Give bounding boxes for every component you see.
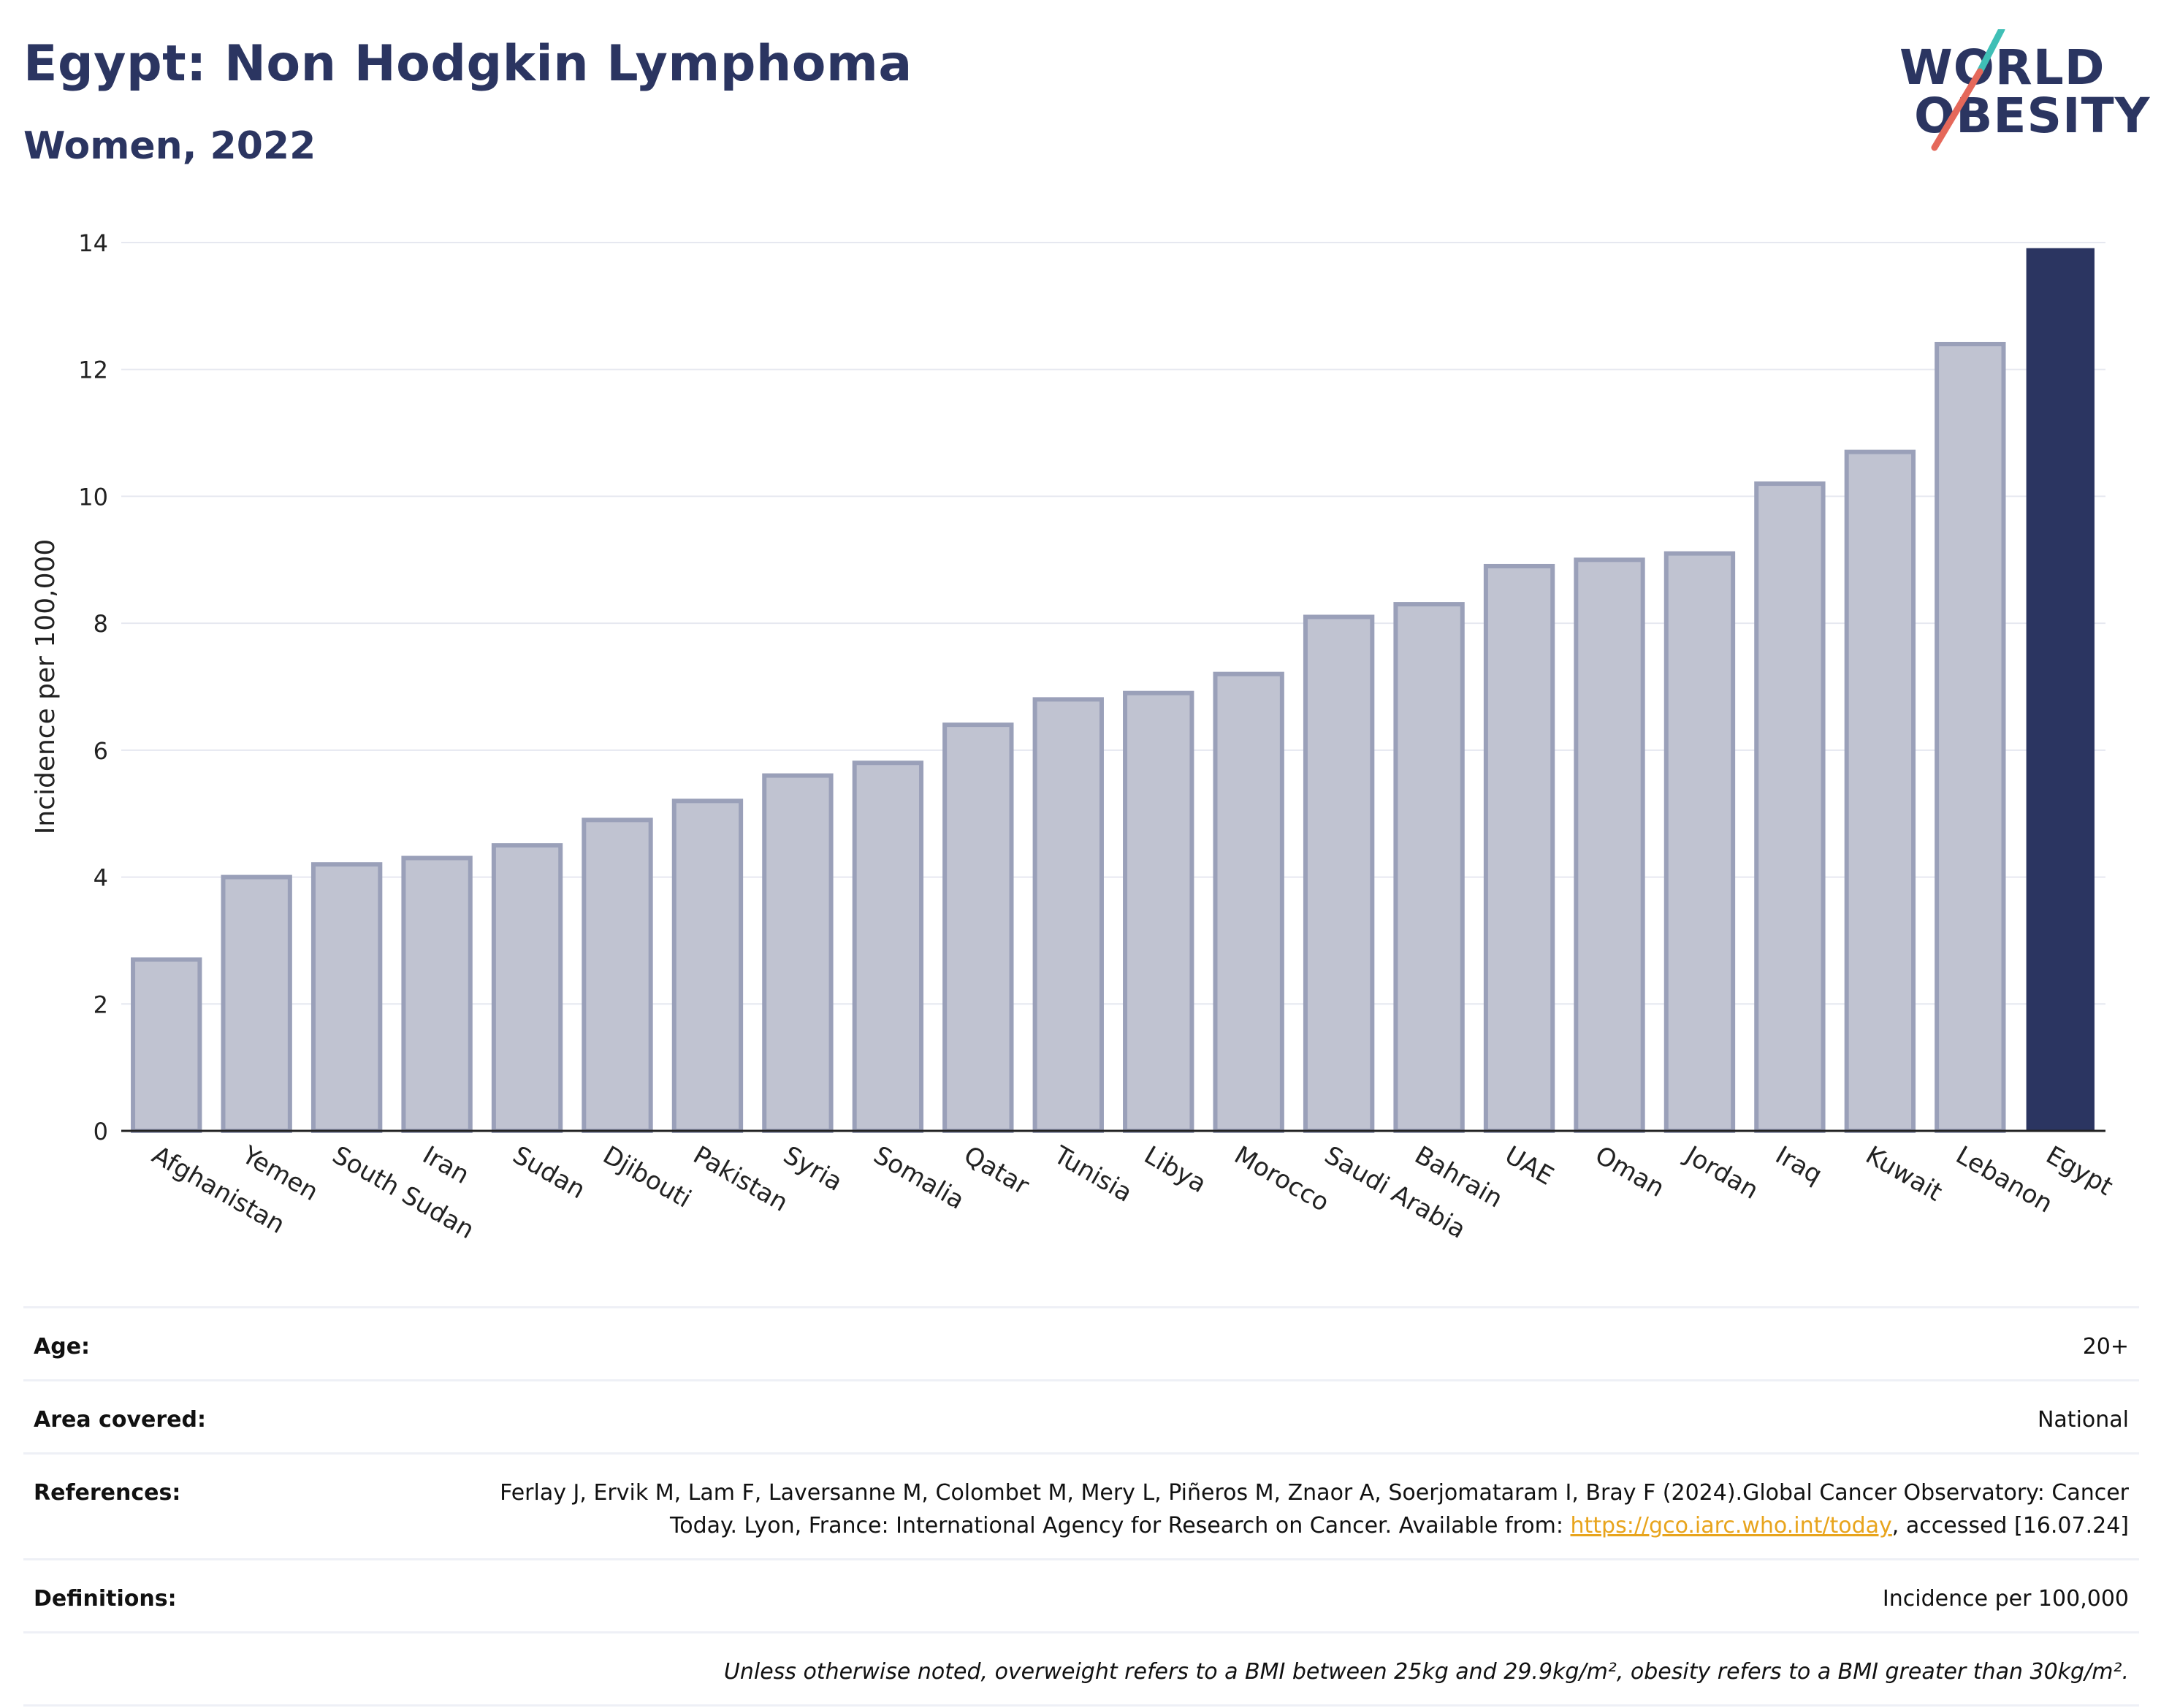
info-row-definitions: Definitions: Incidence per 100,000 bbox=[23, 1558, 2139, 1631]
age-label: Age: bbox=[34, 1334, 91, 1360]
bar-yemen bbox=[221, 874, 292, 1133]
references-suffix: , accessed [16.07.24] bbox=[1891, 1513, 2129, 1539]
bar-oman bbox=[1574, 557, 1645, 1133]
x-tick-label: Qatar bbox=[958, 1140, 1034, 1201]
bar-kuwait bbox=[1844, 449, 1916, 1133]
bar-south-sudan bbox=[310, 862, 383, 1133]
y-axis-title: Incidence per 100,000 bbox=[31, 539, 61, 835]
bar-afghanistan bbox=[131, 957, 202, 1133]
info-table: Age: 20+ Area covered: National Referenc… bbox=[23, 1306, 2139, 1707]
definitions-value: Incidence per 100,000 bbox=[1882, 1586, 2129, 1612]
bar-sudan bbox=[491, 843, 563, 1133]
logo-line1: WORLD bbox=[1899, 39, 2105, 96]
references-value: Ferlay J, Ervik M, Lam F, Laversanne M, … bbox=[449, 1476, 2129, 1542]
y-tick-label: 8 bbox=[94, 610, 108, 638]
bar-djibouti bbox=[582, 817, 653, 1134]
bar-iraq bbox=[1754, 481, 1826, 1133]
x-tick-label: Tunisia bbox=[1048, 1140, 1137, 1208]
info-row-references: References: Ferlay J, Ervik M, Lam F, La… bbox=[23, 1452, 2139, 1558]
bar-qatar bbox=[942, 723, 1014, 1133]
x-tick-label: Lebanon bbox=[1951, 1140, 2057, 1219]
bar-syria bbox=[762, 773, 834, 1133]
x-tick-label: Somalia bbox=[869, 1140, 969, 1216]
bar-libya bbox=[1123, 690, 1194, 1133]
info-row-note: Unless otherwise noted, overweight refer… bbox=[23, 1631, 2139, 1707]
info-row-area: Area covered: National bbox=[23, 1379, 2139, 1452]
info-row-age: Age: 20+ bbox=[23, 1306, 2139, 1379]
bar-lebanon bbox=[1935, 341, 2006, 1133]
area-value: National bbox=[2037, 1407, 2129, 1433]
y-tick-label: 6 bbox=[94, 737, 108, 765]
bar-saudi-arabia bbox=[1303, 614, 1375, 1133]
y-tick-label: 4 bbox=[94, 864, 108, 892]
x-tick-label: Syria bbox=[778, 1140, 847, 1197]
area-label: Area covered: bbox=[34, 1407, 206, 1433]
chart-title: Egypt: Non Hodgkin Lymphoma bbox=[23, 35, 912, 93]
x-tick-label: Sudan bbox=[508, 1140, 590, 1205]
x-tick-label: Djibouti bbox=[598, 1140, 696, 1214]
bar-tunisia bbox=[1032, 697, 1104, 1133]
bar-uae bbox=[1483, 563, 1555, 1133]
chart-subtitle: Women, 2022 bbox=[23, 124, 316, 168]
y-tick-label: 2 bbox=[94, 991, 108, 1018]
references-text: Ferlay J, Ervik M, Lam F, Laversanne M, … bbox=[500, 1480, 2129, 1539]
world-obesity-logo: WORLD OBESITY bbox=[1899, 29, 2149, 161]
y-tick-label: 0 bbox=[94, 1118, 108, 1145]
y-tick-label: 12 bbox=[78, 357, 108, 384]
bar-egypt bbox=[2026, 248, 2095, 1132]
references-label: References: bbox=[34, 1480, 181, 1506]
bar-pakistan bbox=[671, 798, 744, 1134]
x-tick-label: Kuwait bbox=[1861, 1140, 1947, 1207]
x-tick-label: Iraq bbox=[1770, 1140, 1827, 1190]
bar-iran bbox=[401, 855, 473, 1133]
y-tick-label: 10 bbox=[78, 483, 108, 511]
bmi-note: Unless otherwise noted, overweight refer… bbox=[723, 1659, 2129, 1685]
y-tick-label: 14 bbox=[78, 229, 108, 257]
logo-slash-icon bbox=[1931, 29, 2005, 151]
bar-morocco bbox=[1213, 671, 1284, 1133]
x-tick-label: UAE bbox=[1500, 1140, 1558, 1191]
x-tick-label: Pakistan bbox=[688, 1140, 793, 1218]
age-value: 20+ bbox=[2082, 1334, 2129, 1360]
x-tick-label: Morocco bbox=[1230, 1140, 1334, 1218]
x-tick-label: Jordan bbox=[1679, 1140, 1763, 1205]
bar-jordan bbox=[1663, 551, 1736, 1133]
bar-bahrain bbox=[1393, 602, 1465, 1133]
x-tick-label: Iran bbox=[418, 1140, 474, 1190]
x-tick-label: Libya bbox=[1139, 1140, 1211, 1199]
bar-somalia bbox=[852, 760, 924, 1133]
x-tick-label: Oman bbox=[1590, 1140, 1670, 1203]
references-link[interactable]: https://gco.iarc.who.int/today bbox=[1570, 1513, 1892, 1539]
definitions-label: Definitions: bbox=[34, 1586, 177, 1612]
